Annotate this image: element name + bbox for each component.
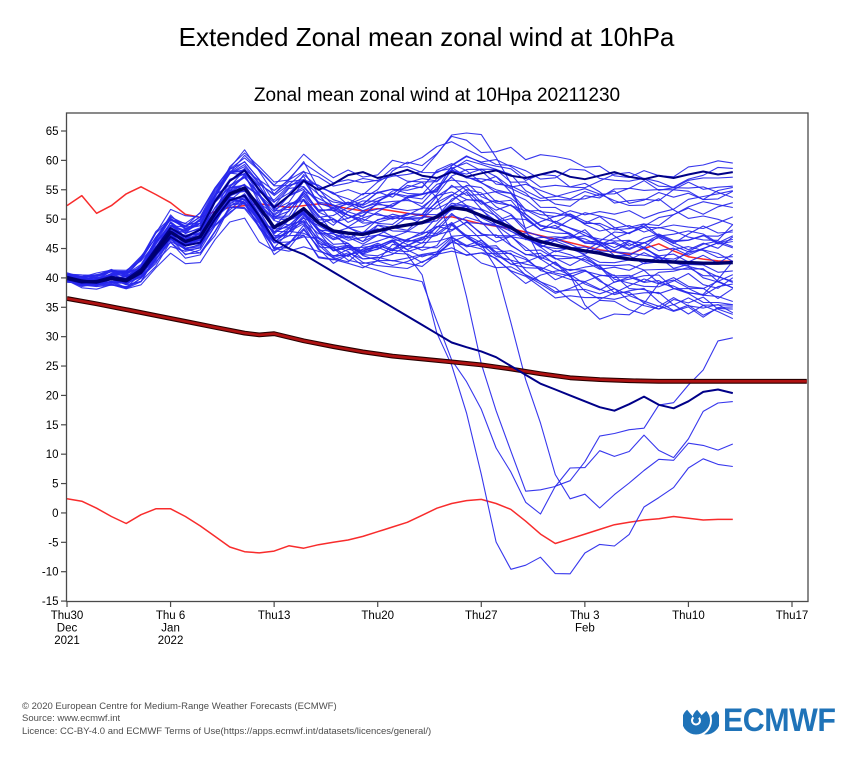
y-tick-label: 30 [46,332,59,344]
x-tick-label: 2022 [158,635,184,647]
ensemble-member-line [66,183,734,285]
axes: 65605550454035302520151050-5-10-15Thu30D… [42,126,808,647]
y-tick-label: 45 [46,244,59,256]
y-tick-label: 15 [46,420,59,432]
plot-lines [66,132,807,575]
y-tick-label: -15 [42,596,59,608]
ensemble-member-line [66,155,733,281]
red-lower-line [66,498,733,554]
ensemble-member-line [66,199,734,314]
x-tick-label: 2021 [54,635,80,647]
y-tick-label: 35 [46,302,59,314]
x-tick-label: Thu27 [465,610,498,622]
x-tick-label: Thu17 [776,610,809,622]
ensemble-member-line [66,174,733,281]
y-tick-label: 40 [46,273,59,285]
copyright-block: © 2020 European Centre for Medium-Range … [22,701,431,738]
x-tick-label: Thu 6 [156,610,185,622]
ensemble-member-line [66,161,734,283]
ensemble-member-line [66,196,733,306]
x-tick-label: Thu13 [258,610,291,622]
ensemble-member-line [66,193,733,297]
page-title: Extended Zonal mean zonal wind at 10hPa [178,22,675,52]
x-tick-label: Thu10 [672,610,705,622]
source-line: Source: www.ecmwf.int [22,713,121,725]
ecmwf-double-c-icon [682,704,719,737]
copyright-line: © 2020 European Centre for Medium-Range … [22,701,337,712]
ensemble-member-line [66,217,733,515]
y-tick-label: 65 [46,126,59,138]
x-tick-label: Dec [57,623,78,635]
zonal-wind-ensemble-plot: 65605550454035302520151050-5-10-15Thu30D… [42,112,809,647]
y-tick-label: 50 [46,214,59,226]
y-tick-label: 5 [52,479,58,491]
y-tick-label: 20 [46,390,59,402]
climatology-line-edge [66,296,807,384]
ensemble-member-line [66,141,733,281]
ecmwf-logo: ECMWF [682,702,841,739]
ensemble-member-line [66,172,733,492]
y-tick-label: 25 [46,361,59,373]
ensemble-member-line [66,189,734,290]
x-tick-label: Thu20 [361,610,394,622]
ensemble-member-line [66,159,733,283]
ensemble-mean-line [66,186,733,284]
x-tick-label: Feb [575,623,595,635]
ensemble-member-line [66,187,733,289]
ensemble-member-line [66,197,733,575]
highlight-member-low-line [66,194,734,412]
ensemble-member-line [66,135,733,278]
y-tick-label: -5 [48,537,58,549]
y-tick-label: 10 [46,449,59,461]
x-tick-label: Thu 3 [570,610,599,622]
highlight-member-high-line [66,168,733,284]
y-tick-label: -10 [42,567,59,579]
chart-title: Zonal mean zonal wind at 10Hpa 20211230 [253,85,621,106]
y-tick-label: 55 [46,185,59,197]
licence-line: Licence: CC-BY-4.0 and ECMWF Terms of Us… [22,725,432,737]
x-tick-label: Jan [161,623,180,635]
x-tick-label: Thu30 [51,610,84,622]
climatology-line [66,297,807,383]
ensemble-member-line [66,206,733,315]
y-tick-label: 60 [46,155,59,167]
y-tick-label: 0 [52,508,58,520]
ecmwf-logo-text: ECMWF [722,702,836,738]
plot-border [65,112,809,603]
